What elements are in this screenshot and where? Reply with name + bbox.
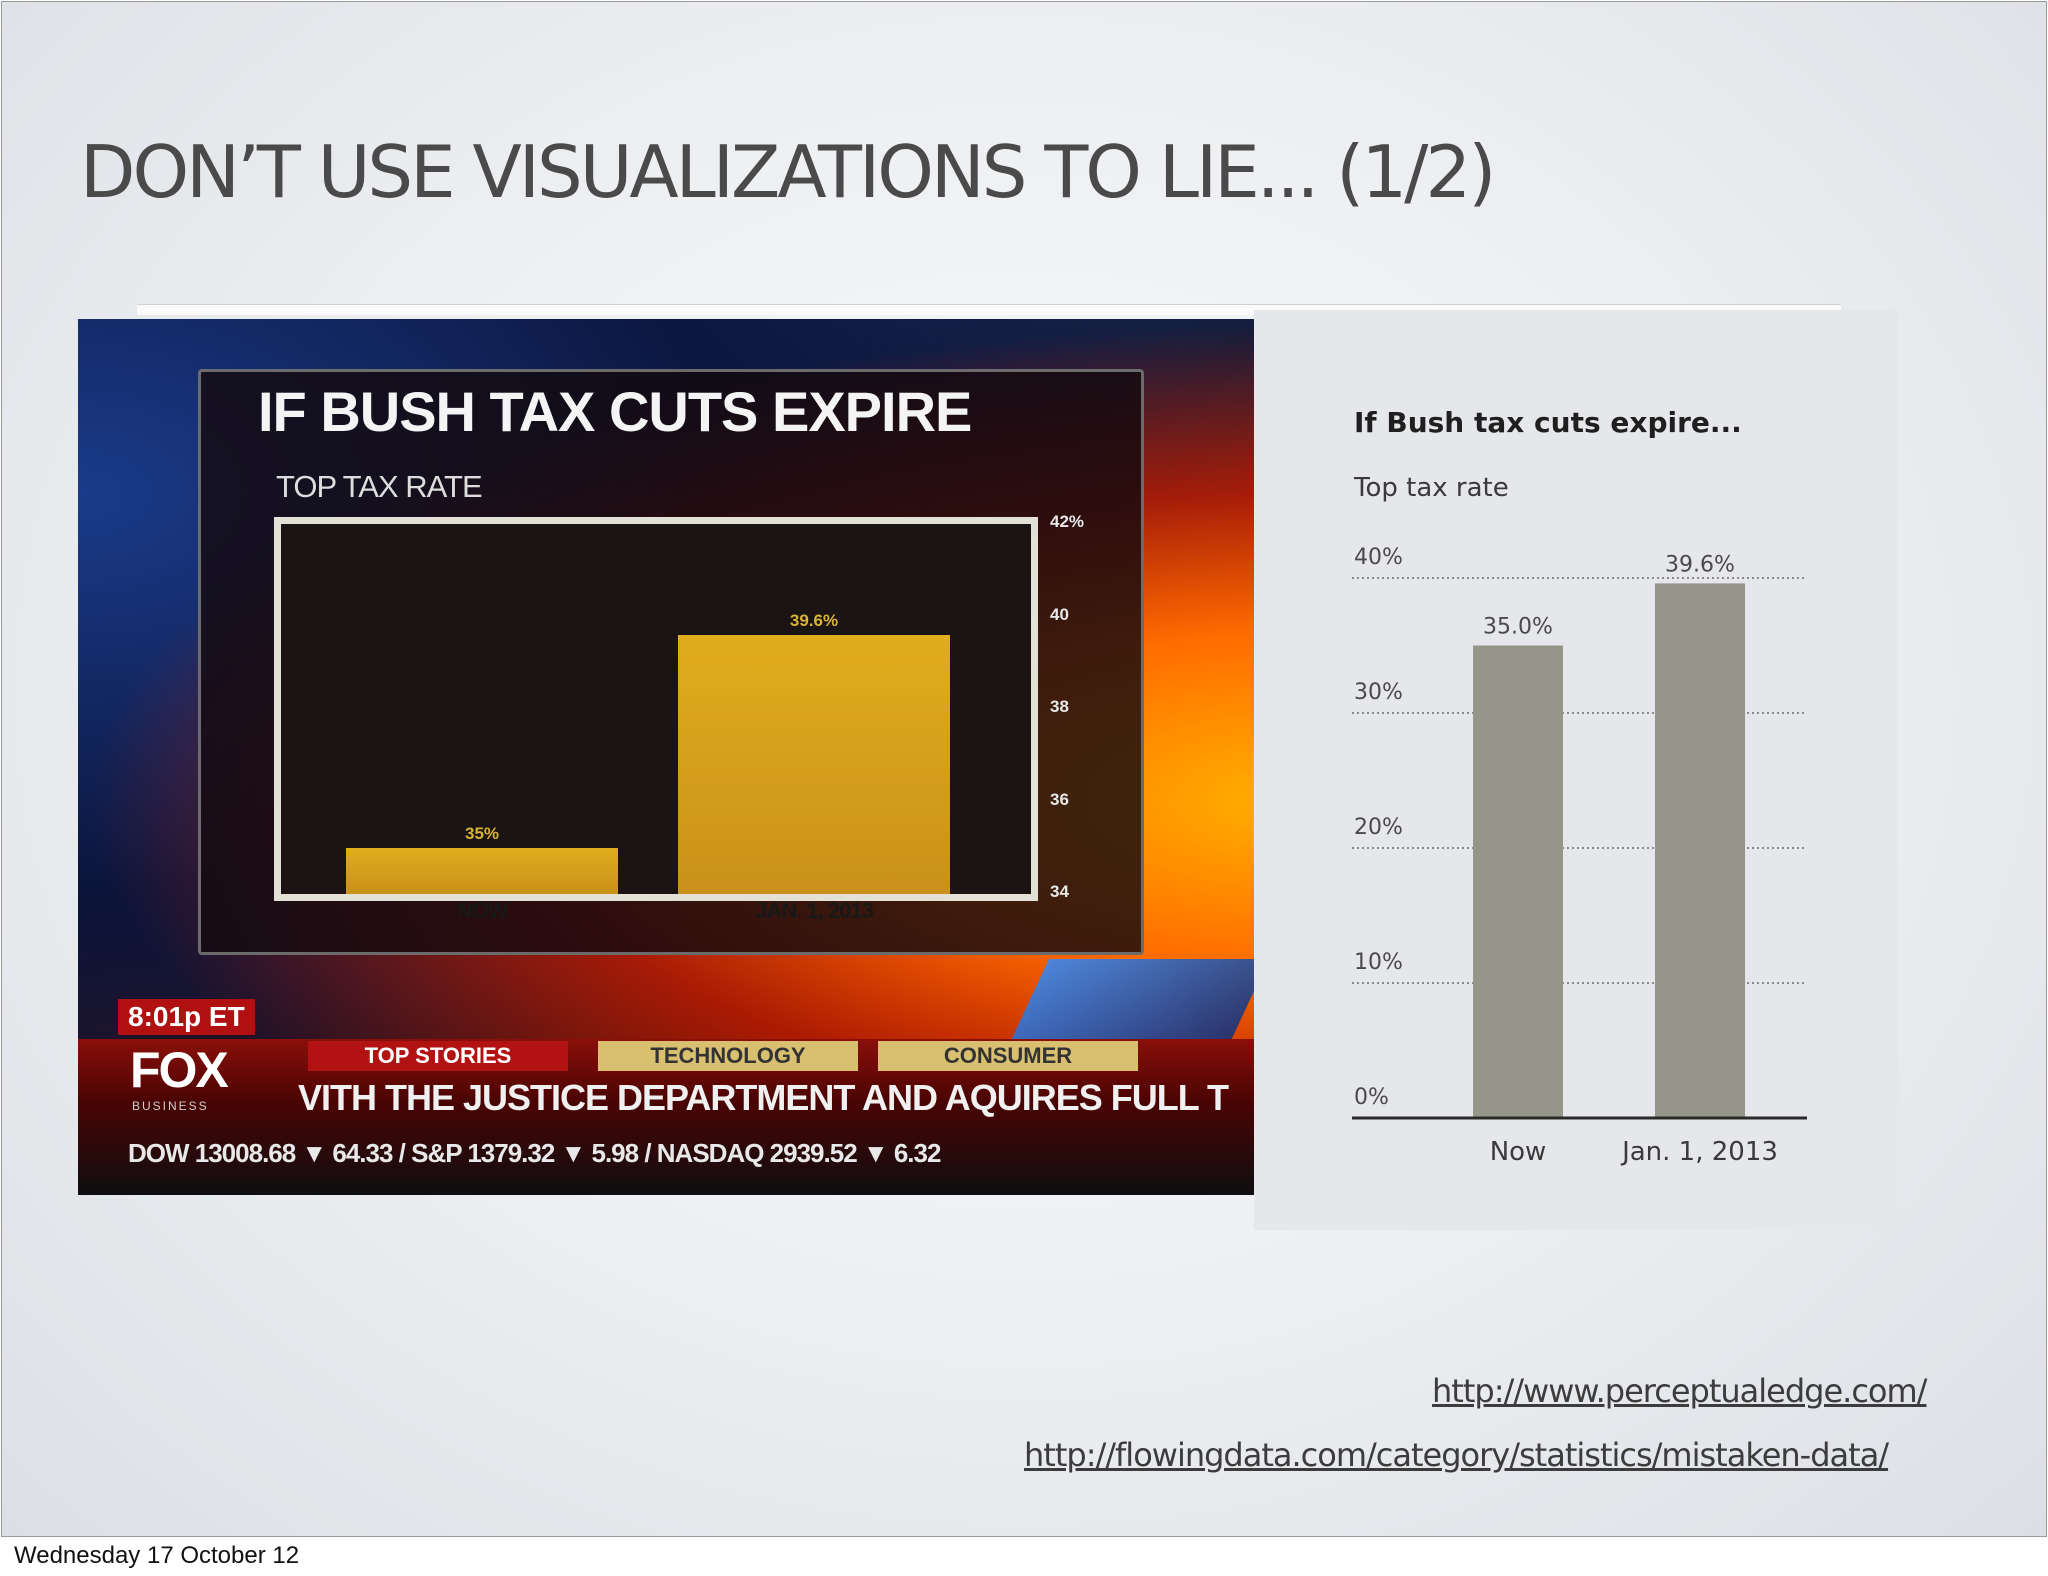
- tv-tab-technology: TECHNOLOGY: [598, 1041, 858, 1071]
- y-tick-label-3: 30%: [1354, 680, 1403, 705]
- y-tick-label-1: 10%: [1354, 950, 1403, 975]
- bar-1: [1655, 583, 1745, 1118]
- footer-date: Wednesday 17 October 12: [14, 1542, 300, 1569]
- tv-bar-1: [678, 635, 950, 894]
- tv-bar-value-label-1: 39.6%: [789, 611, 839, 630]
- accurate-chart-title: If Bush tax cuts expire...: [1354, 406, 1742, 439]
- bar-value-label-0: 35.0%: [1483, 615, 1553, 640]
- tv-category-label-0: NOW: [456, 898, 509, 923]
- tv-headline: VITH THE JUSTICE DEPARTMENT AND AQUIRES …: [298, 1077, 1229, 1118]
- source-link-flowingdata[interactable]: http://flowingdata.com/category/statisti…: [1024, 1436, 1889, 1474]
- tv-bar-value-label-0: 35%: [464, 823, 500, 843]
- accurate-chart-svg: If Bush tax cuts expire... Top tax rate 0%…: [1352, 406, 1807, 1167]
- y-tick-label-2: 20%: [1354, 815, 1403, 840]
- source-link-perceptualedge[interactable]: http://www.perceptualedge.com/: [1432, 1372, 1927, 1410]
- accurate-chart-panel: If Bush tax cuts expire... Top tax rate 0%…: [1254, 310, 1898, 1230]
- fox-logo: FOX: [130, 1042, 229, 1098]
- paper-edge: [137, 304, 1841, 315]
- accurate-chart-subtitle: Top tax rate: [1353, 473, 1509, 503]
- x-category-label-0: Now: [1490, 1137, 1547, 1167]
- slide: DON’T USE VISUALIZATIONS TO LIE... (1/2)…: [1, 1, 2047, 1537]
- tv-chart-screenshot: IF BUSH TAX CUTS EXPIRE TOP TAX RATE 8:0…: [78, 319, 1254, 1195]
- tv-tab-consumer: CONSUMER: [878, 1041, 1138, 1071]
- tv-chart-title: IF BUSH TAX CUTS EXPIRE: [258, 380, 972, 443]
- hd-badge: [1007, 959, 1254, 1049]
- x-category-label-1: Jan. 1, 2013: [1620, 1137, 1778, 1167]
- y-tick-label-4: 40%: [1354, 545, 1403, 570]
- tv-bar-0: [346, 847, 618, 894]
- bar-value-label-1: 39.6%: [1665, 552, 1735, 577]
- y-tick-label-0: 0%: [1354, 1085, 1389, 1110]
- tv-stock-ticker: DOW 13008.68 ▼ 64.33 / S&P 1379.32 ▼ 5.9…: [128, 1138, 941, 1168]
- tv-chart-subtitle: TOP TAX RATE: [276, 469, 483, 504]
- fox-logo-sub: BUSINESS: [132, 1099, 209, 1113]
- tv-y-tick-3: 40: [1050, 604, 1069, 624]
- tv-y-tick-2: 38: [1050, 697, 1069, 716]
- slide-title: DON’T USE VISUALIZATIONS TO LIE... (1/2): [80, 130, 1496, 214]
- tv-y-tick-1: 36: [1050, 789, 1069, 809]
- tv-category-label-1: JAN. 1, 2013: [755, 898, 874, 923]
- tv-tab-top-stories: TOP STORIES: [308, 1041, 568, 1071]
- tv-y-tick-4: 42%: [1050, 512, 1085, 531]
- tv-time: 8:01p ET: [118, 999, 255, 1035]
- tv-y-tick-0: 34: [1050, 882, 1069, 901]
- bar-0: [1473, 645, 1563, 1118]
